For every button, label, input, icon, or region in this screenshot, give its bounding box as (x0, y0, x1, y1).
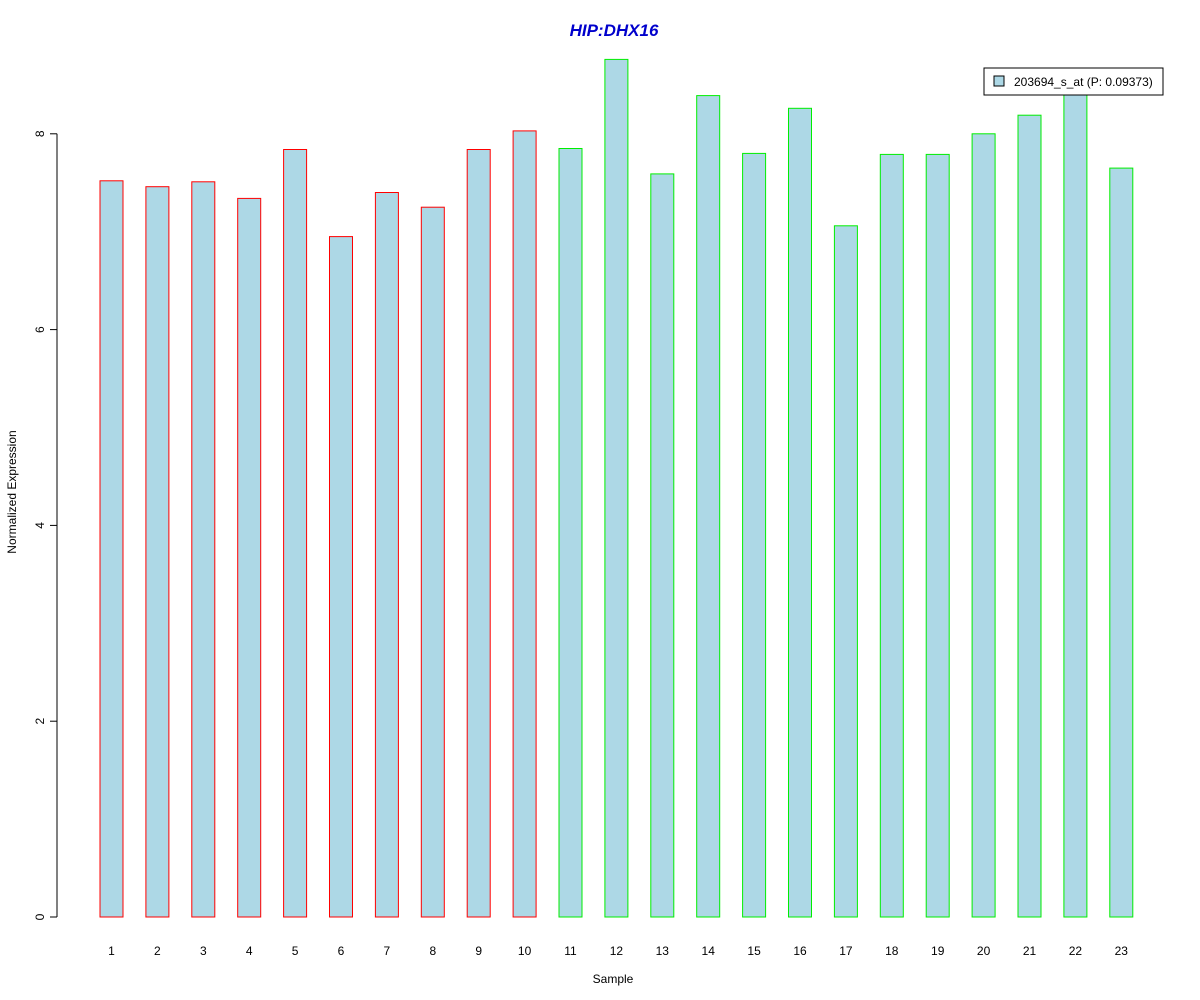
bar-sample-13 (650, 173, 675, 918)
y-tick-label: 2 (33, 718, 47, 725)
bar-sample-11 (558, 148, 583, 918)
x-tick-label: 14 (702, 944, 716, 958)
legend-swatch (993, 75, 1005, 87)
x-tick-label: 6 (338, 944, 345, 958)
bar-sample-8 (420, 206, 445, 918)
y-tick-label: 8 (33, 130, 47, 137)
x-tick-labels: 1 2 3 4 5 6 7 8 9 10 11 12 13 14 15 16 17 18 19 20 21 22 23 (108, 944, 1128, 958)
x-tick-label: 9 (475, 944, 482, 958)
legend-box (983, 67, 1164, 96)
bar-sample-2 (145, 186, 170, 918)
x-tick-label: 21 (1023, 944, 1037, 958)
x-tick-label: 17 (839, 944, 853, 958)
x-tick-label: 3 (200, 944, 207, 958)
y-tick-label: 4 (33, 522, 47, 529)
x-tick-label: 23 (1115, 944, 1129, 958)
x-tick-label: 12 (610, 944, 624, 958)
bar-sample-14 (696, 95, 721, 918)
bar-sample-10 (512, 130, 537, 918)
x-tick-label: 13 (656, 944, 670, 958)
x-tick-label: 18 (885, 944, 899, 958)
y-axis: 0 2 4 6 8 (33, 130, 58, 920)
x-tick-label: 15 (747, 944, 761, 958)
y-axis-label: Normalized Expression (5, 430, 19, 553)
bar-sample-4 (237, 197, 262, 918)
x-tick-label: 2 (154, 944, 161, 958)
x-tick-label: 11 (564, 944, 577, 958)
bar-sample-19 (925, 153, 950, 918)
bar-sample-23 (1109, 167, 1134, 918)
x-tick-label: 16 (793, 944, 807, 958)
x-tick-label: 8 (429, 944, 436, 958)
y-tick-label: 6 (33, 326, 47, 333)
bar-sample-21 (1017, 114, 1042, 918)
bar-sample-1 (99, 180, 124, 918)
x-tick-label: 1 (108, 944, 115, 958)
bar-sample-17 (833, 225, 858, 918)
x-tick-label: 20 (977, 944, 991, 958)
x-tick-label: 22 (1069, 944, 1083, 958)
bar-sample-18 (879, 153, 904, 918)
bar-sample-16 (788, 107, 812, 918)
bar-sample-5 (283, 149, 308, 918)
bars (99, 58, 1134, 918)
bar-sample-20 (971, 133, 996, 918)
bar-sample-7 (374, 192, 399, 918)
x-axis-label: Sample (593, 972, 634, 986)
legend-label: 203694_s_at (P: 0.09373) (1014, 75, 1153, 89)
x-tick-label: 5 (292, 944, 299, 958)
x-tick-label: 7 (384, 944, 391, 958)
x-tick-label: 10 (518, 944, 532, 958)
bar-sample-6 (329, 236, 353, 918)
bar-sample-12 (604, 58, 629, 918)
bar-sample-9 (466, 149, 491, 918)
x-tick-label: 19 (931, 944, 945, 958)
y-tick-label: 0 (33, 913, 47, 920)
chart-title: HIP:DHX16 (570, 21, 659, 40)
x-tick-label: 4 (246, 944, 253, 958)
bar-sample-22 (1063, 91, 1088, 918)
legend: 203694_s_at (P: 0.09373) (983, 67, 1164, 96)
bar-sample-3 (191, 181, 216, 918)
bar-sample-15 (742, 152, 767, 918)
